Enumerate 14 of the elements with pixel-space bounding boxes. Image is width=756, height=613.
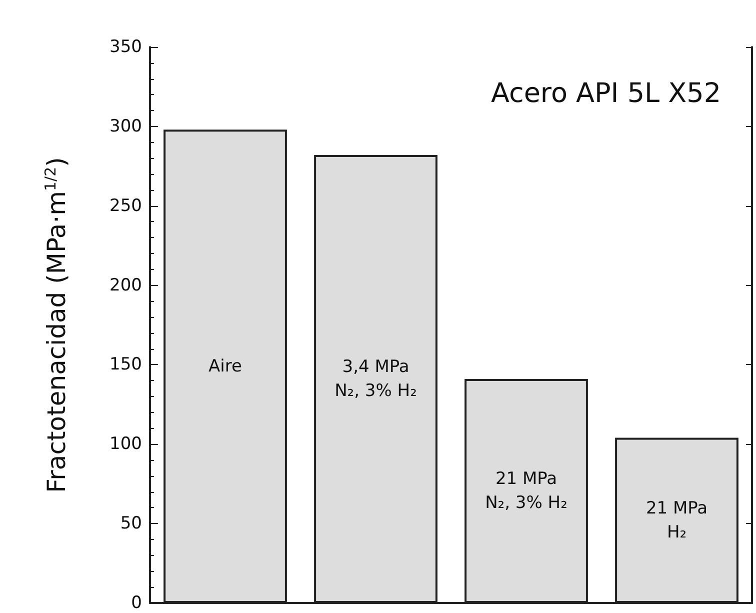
y-tick-label: 200 (110, 275, 142, 296)
x-tick-label: 3,4 MPa N₂, 3% H₂ (334, 357, 417, 402)
y-tick-label: 250 (110, 196, 142, 216)
y-tick-label: 300 (110, 116, 142, 136)
text: Acero API 5L X52 (490, 78, 721, 109)
y-tick-label: 150 (110, 354, 142, 375)
y-axis-title: Fractotenacidad (MPa·m1/2) (42, 157, 71, 493)
x-tick-label: 21 MPa H₂ (646, 498, 708, 542)
x-tick-label: Aire (208, 356, 242, 376)
y-tick-label: 350 (110, 37, 142, 57)
y-tick-label: 50 (120, 514, 142, 534)
y-tick-label: 100 (110, 434, 142, 454)
x-tick-label: 21 MPa N₂, 3% H₂ (485, 469, 568, 514)
y-tick-label: 0 (131, 593, 142, 613)
